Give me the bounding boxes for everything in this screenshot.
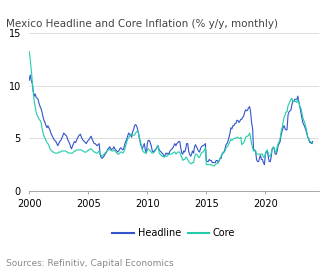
Line: Core: Core <box>29 52 313 166</box>
Text: Mexico Headline and Core Inflation (% y/y, monthly): Mexico Headline and Core Inflation (% y/… <box>6 19 279 29</box>
Core <box>165 155 169 158</box>
Line: Headline: Headline <box>29 75 313 165</box>
Headline <box>41 115 45 119</box>
Headline <box>252 148 255 152</box>
Text: Sources: Refinitiv, Capital Economics: Sources: Refinitiv, Capital Economics <box>6 259 174 268</box>
Core <box>252 149 255 153</box>
Core <box>30 79 34 82</box>
Core <box>210 164 214 167</box>
Core <box>40 126 44 129</box>
Headline <box>166 152 170 155</box>
Headline <box>27 79 31 82</box>
Core <box>122 150 126 154</box>
Core <box>70 152 73 155</box>
Core <box>27 50 31 54</box>
Headline <box>31 89 35 93</box>
Headline <box>311 140 315 143</box>
Core <box>311 142 315 145</box>
Headline <box>123 143 127 146</box>
Headline <box>28 73 32 77</box>
Legend: Headline, Core: Headline, Core <box>109 224 239 242</box>
Headline <box>263 163 266 166</box>
Headline <box>71 144 74 147</box>
